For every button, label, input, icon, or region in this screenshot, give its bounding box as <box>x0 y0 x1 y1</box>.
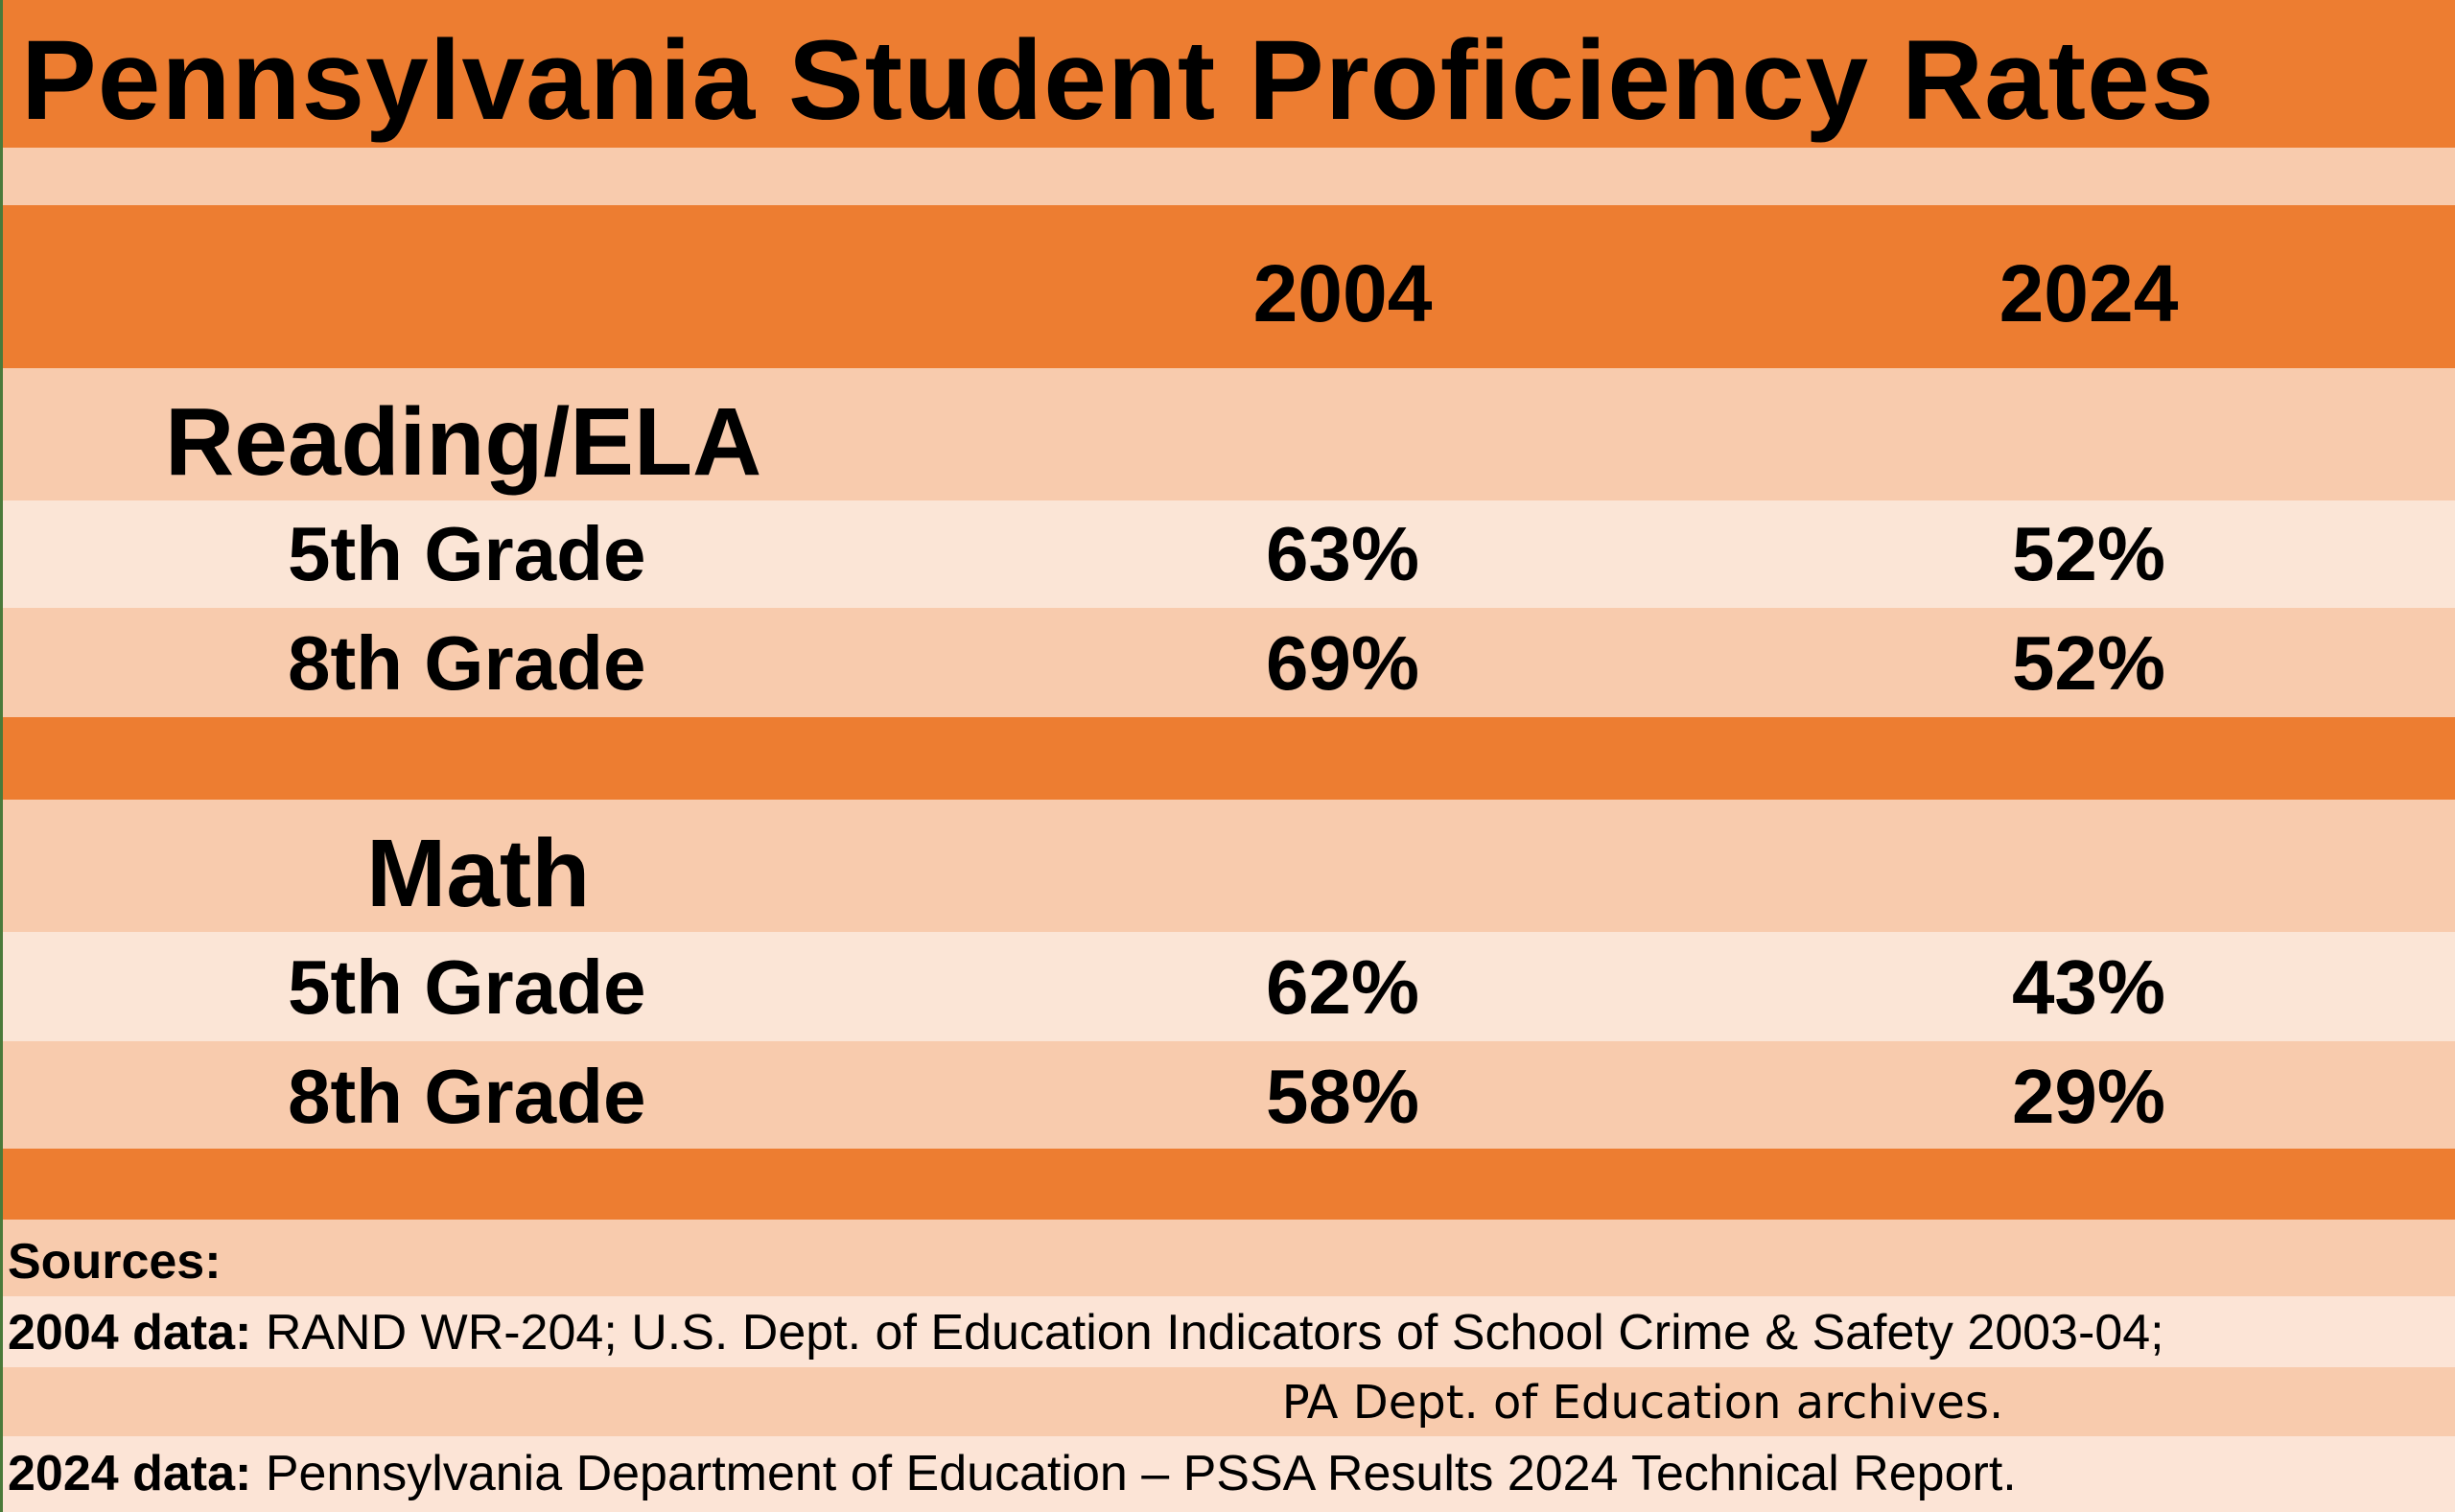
cell-reading-5th-2024: 52% <box>2011 511 2166 596</box>
row-band-reading-8 <box>0 608 2455 717</box>
spacer-band <box>0 148 2455 205</box>
sources-band-3 <box>0 1367 2455 1436</box>
sources-line-2004: 2004 data: RAND WR-204; U.S. Dept. of Ed… <box>8 1300 2164 1365</box>
cell-math-8th-2004: 58% <box>1265 1054 1420 1139</box>
sources-band-1 <box>0 1220 2455 1296</box>
sources-line-archives: PA Dept. of Education archives. <box>1281 1376 2004 1430</box>
cell-math-8th-2024: 29% <box>2011 1054 2166 1139</box>
cell-reading-8th-2004: 69% <box>1265 620 1420 706</box>
sources-heading: Sources: <box>8 1234 222 1290</box>
page-title: Pennsylvania Student Proficiency Rates <box>21 17 2215 144</box>
left-edge <box>0 0 3 1512</box>
row-band-math-8 <box>0 1041 2455 1149</box>
section-band-math <box>0 800 2455 932</box>
section-title-math: Math <box>366 820 591 927</box>
row-band-math-5 <box>0 932 2455 1041</box>
sources-band-4 <box>0 1436 2455 1512</box>
column-header-2024: 2024 <box>1999 248 2179 338</box>
section-title-reading: Reading/ELA <box>165 388 762 496</box>
row-label-reading-5th: 5th Grade <box>288 511 646 596</box>
footer-band <box>0 1149 2455 1220</box>
sources-2024-label: 2024 data: <box>8 1446 252 1501</box>
cell-reading-5th-2004: 63% <box>1265 511 1420 596</box>
cell-reading-8th-2024: 52% <box>2011 620 2166 706</box>
section-band-reading <box>0 368 2455 500</box>
divider-band <box>0 717 2455 800</box>
sources-2004-label: 2004 data: <box>8 1305 252 1361</box>
row-band-reading-5 <box>0 500 2455 608</box>
sources-band-2 <box>0 1296 2455 1367</box>
title-band <box>0 0 2455 148</box>
row-label-math-8th: 8th Grade <box>288 1054 646 1139</box>
row-label-math-5th: 5th Grade <box>288 944 646 1030</box>
sources-line-2024: 2024 data: Pennsylvania Department of Ed… <box>8 1441 2017 1506</box>
column-header-2004: 2004 <box>1252 248 1433 338</box>
cell-math-5th-2024: 43% <box>2011 944 2166 1030</box>
sources-2024-text: Pennsylvania Department of Education – P… <box>251 1446 2017 1501</box>
row-label-reading-8th: 8th Grade <box>288 620 646 706</box>
sources-2004-text: RAND WR-204; U.S. Dept. of Education Ind… <box>251 1305 2164 1361</box>
header-band <box>0 205 2455 368</box>
cell-math-5th-2004: 62% <box>1265 944 1420 1030</box>
